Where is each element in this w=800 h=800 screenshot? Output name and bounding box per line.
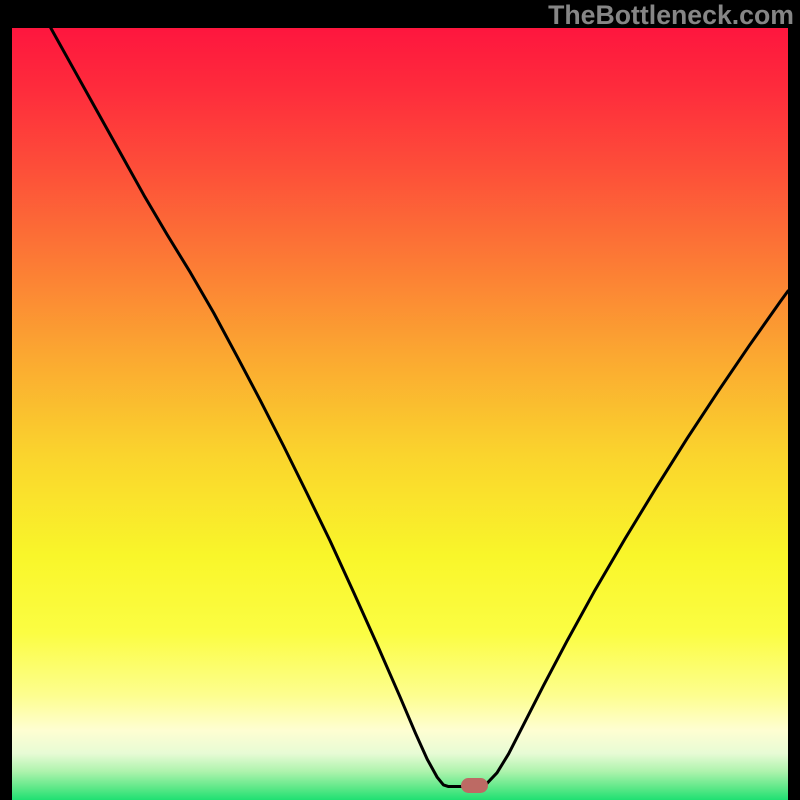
chart-frame: TheBottleneck.com [0,0,800,800]
curve-path [51,28,788,786]
optimum-marker [461,778,487,793]
bottleneck-curve [12,28,788,788]
watermark-text: TheBottleneck.com [548,0,794,31]
plot-area [12,28,788,788]
